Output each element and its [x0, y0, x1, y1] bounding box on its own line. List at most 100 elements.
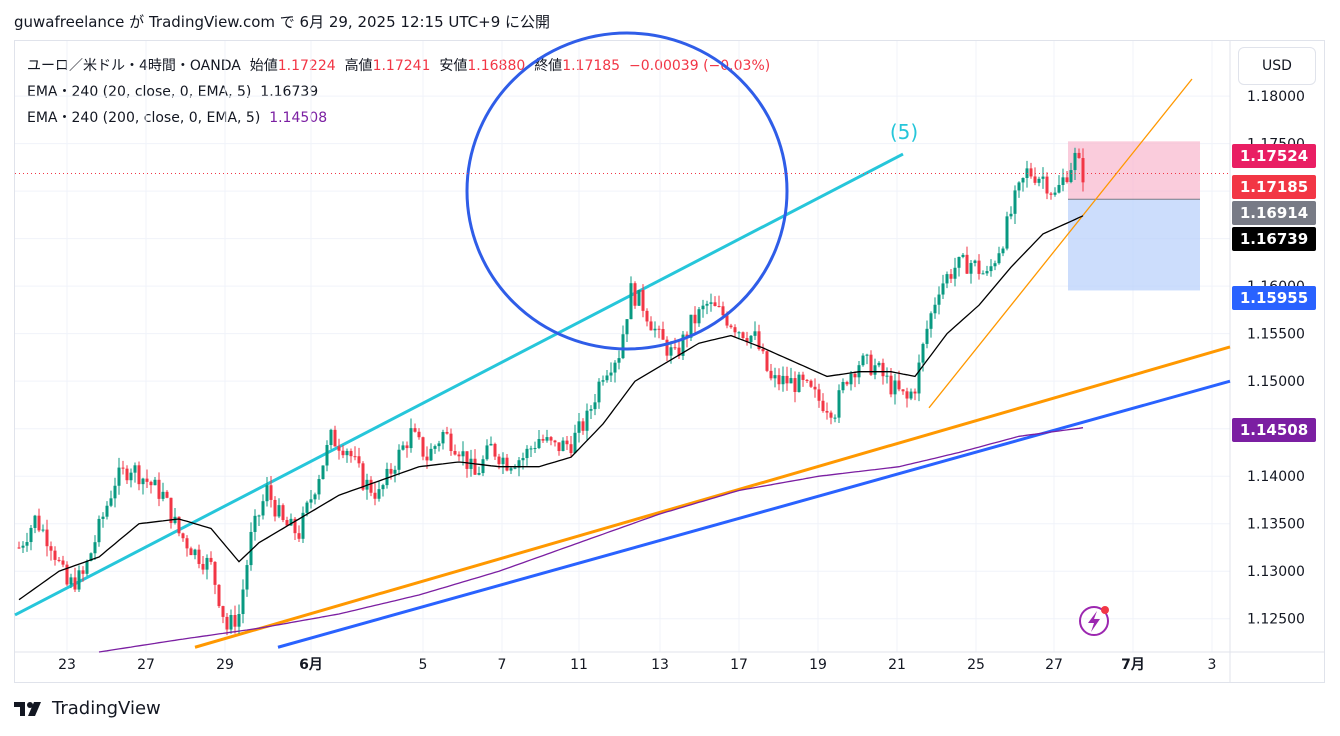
- candle-body: [297, 533, 301, 539]
- candle-body: [901, 389, 905, 392]
- price-tag-label: 1.17185: [1240, 178, 1308, 196]
- candle-body: [957, 256, 961, 268]
- price-tag-label: 1.15955: [1240, 289, 1308, 307]
- candle-body: [805, 379, 809, 381]
- candle-body: [537, 439, 541, 449]
- candle-body: [933, 304, 937, 314]
- candle-body: [453, 451, 457, 455]
- candle-body: [77, 570, 81, 590]
- candle-body: [929, 313, 933, 329]
- candle-body: [229, 615, 233, 630]
- candle-body: [689, 314, 693, 338]
- wave-trend-line: [14, 152, 904, 617]
- candle-body: [993, 263, 997, 267]
- candle-body: [817, 389, 821, 401]
- candle-body: [181, 533, 185, 539]
- candle-body: [497, 456, 501, 465]
- candle-body: [657, 328, 661, 330]
- candle-body: [645, 310, 649, 322]
- candle-body: [201, 563, 205, 570]
- candle-body: [81, 570, 85, 574]
- candle-body: [989, 266, 993, 272]
- candle-body: [665, 339, 669, 356]
- candle-body: [397, 449, 401, 470]
- candle-body: [885, 375, 889, 377]
- time-tick-label: 19: [809, 657, 827, 673]
- candle-body: [741, 332, 745, 339]
- time-tick-label: 27: [137, 657, 155, 673]
- candle-body: [373, 492, 377, 499]
- candle-body: [985, 271, 989, 274]
- candle-body: [981, 273, 985, 275]
- ema200-legend[interactable]: EMA・240 (200, close, 0, EMA, 5) 1.14508: [27, 107, 327, 127]
- candle-body: [801, 374, 805, 380]
- candle-body: [409, 428, 413, 449]
- tradingview-logo-icon[interactable]: [14, 700, 46, 718]
- candle-body: [613, 362, 617, 373]
- candle-body: [1057, 184, 1061, 193]
- candle-body: [177, 516, 181, 534]
- candle-body: [185, 538, 189, 549]
- candle-body: [517, 460, 521, 468]
- candle-body: [353, 456, 357, 458]
- time-tick-label: 23: [58, 657, 76, 673]
- price-tag-badge: [1232, 144, 1316, 168]
- ohlc-legend: ユーロ／米ドル・4時間・OANDA 始値1.17224 高値1.17241 安値…: [27, 55, 770, 75]
- candle-body: [137, 465, 141, 485]
- support-trend-line: [194, 345, 1231, 649]
- high-label: 高値: [344, 58, 373, 74]
- candle-body: [953, 267, 957, 279]
- candle-body: [273, 499, 277, 517]
- candle-body: [825, 411, 829, 413]
- candle-body: [341, 450, 345, 456]
- candle-body: [753, 331, 757, 336]
- candle-body: [909, 391, 913, 399]
- candle-body: [1029, 168, 1033, 177]
- candle-body: [189, 548, 193, 556]
- candle-body: [813, 386, 817, 390]
- lightning-icon[interactable]: [1079, 606, 1109, 636]
- candles: [17, 147, 1085, 636]
- time-axis: 23 27 29 6月 5 7 11 13 17 19 21 25 27 7月 3: [58, 657, 1216, 673]
- candle-body: [765, 351, 769, 371]
- candle-body: [541, 439, 545, 441]
- candle-body: [161, 491, 165, 499]
- candle-body: [33, 515, 37, 528]
- candle-body: [169, 497, 173, 523]
- candle-body: [485, 445, 489, 460]
- candle-body: [57, 559, 61, 561]
- candle-body: [545, 437, 549, 441]
- candle-body: [237, 614, 241, 627]
- candle-body: [793, 378, 797, 393]
- candle-body: [669, 347, 673, 356]
- time-tick-label: 7月: [1121, 657, 1145, 673]
- high-value: 1.17241: [372, 58, 431, 74]
- footer-brand[interactable]: TradingView: [52, 698, 161, 719]
- candle-body: [861, 355, 865, 366]
- candle-body: [653, 328, 657, 331]
- stop-loss-zone: [1068, 199, 1200, 291]
- candle-body: [869, 354, 873, 375]
- time-tick-label: 27: [1045, 657, 1063, 673]
- candle-body: [221, 606, 225, 617]
- price-tag-label: 1.16914: [1240, 204, 1308, 222]
- candle-body: [1021, 177, 1025, 183]
- candle-body: [389, 468, 393, 474]
- candle-body: [881, 362, 885, 377]
- candle-body: [597, 381, 601, 403]
- candle-body: [277, 505, 281, 517]
- candle-body: [489, 443, 493, 446]
- price-tag-badge: [1232, 227, 1316, 251]
- symbol-label[interactable]: ユーロ／米ドル・4時間・OANDA: [27, 58, 241, 74]
- publish-header: guwafreelance が TradingView.com で 6月 29,…: [14, 13, 551, 31]
- currency-button[interactable]: USD: [1238, 47, 1316, 85]
- candle-body: [641, 289, 645, 311]
- price-tick-label: 1.18000: [1247, 89, 1305, 105]
- candle-body: [317, 479, 321, 495]
- low-label: 安値: [439, 58, 468, 74]
- candle-body: [473, 458, 477, 475]
- candle-body: [405, 445, 409, 449]
- candle-body: [1001, 248, 1005, 254]
- candle-body: [313, 494, 317, 500]
